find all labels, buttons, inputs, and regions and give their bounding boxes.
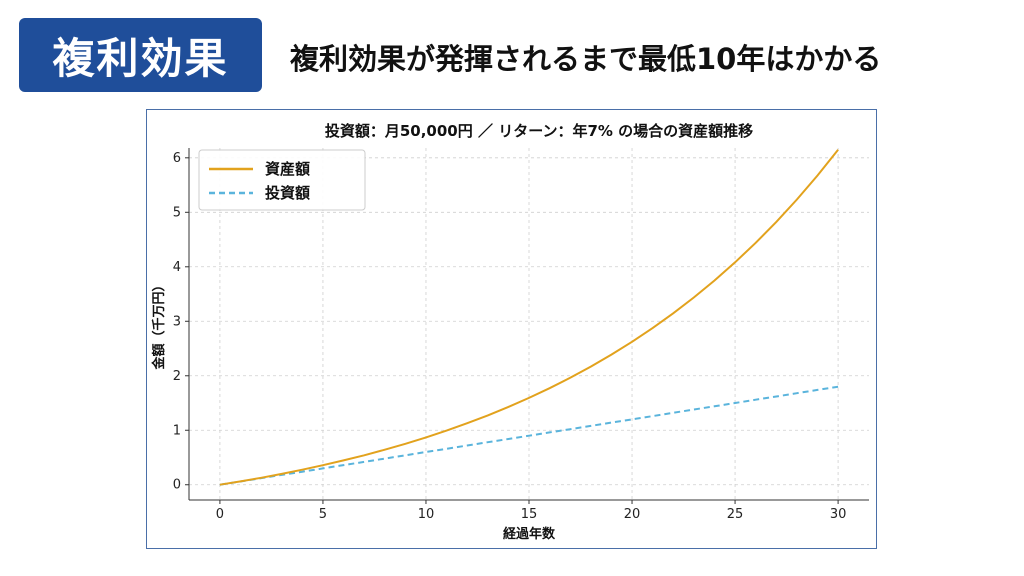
y-tick-label: 3 — [173, 314, 181, 329]
page-headline: 複利効果が発揮されるまで最低10年はかかる — [290, 42, 882, 76]
legend-box — [198, 149, 366, 211]
invest-series-line — [219, 385, 839, 486]
asset-series-line — [219, 149, 839, 486]
x-tick-label: 25 — [727, 507, 744, 522]
y-tick-label: 1 — [173, 423, 181, 438]
y-tick-label: 5 — [173, 205, 181, 220]
y-tick-label: 6 — [173, 151, 181, 166]
chart-frame: 投資額：月50,000円 ／ リターン：年7% の場合の資産額推移 経過年数 金… — [146, 109, 877, 549]
x-tick-label: 15 — [521, 507, 538, 522]
x-tick-label: 0 — [216, 507, 224, 522]
legend-label-asset: 資産額 — [265, 160, 310, 178]
y-tick-label: 0 — [173, 478, 181, 493]
topic-badge: 複利効果 — [19, 18, 262, 92]
chart-title: 投資額：月50,000円 ／ リターン：年7% の場合の資産額推移 — [325, 122, 753, 140]
x-tick-label: 10 — [418, 507, 435, 522]
x-tick-label: 20 — [624, 507, 641, 522]
x-axis-title: 経過年数 — [503, 526, 556, 542]
y-axis-title: 金額（千万円） — [151, 278, 167, 370]
x-tick-label: 5 — [319, 507, 327, 522]
line-chart: 投資額：月50,000円 ／ リターン：年7% の場合の資産額推移 経過年数 金… — [151, 122, 869, 542]
y-tick-label: 2 — [173, 369, 181, 384]
x-tick-label: 30 — [830, 507, 847, 522]
legend-label-invest: 投資額 — [265, 184, 310, 202]
grid-lines — [189, 148, 869, 500]
y-tick-label: 4 — [173, 260, 181, 275]
